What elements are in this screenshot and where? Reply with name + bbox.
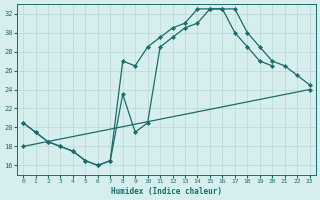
X-axis label: Humidex (Indice chaleur): Humidex (Indice chaleur) <box>111 187 222 196</box>
